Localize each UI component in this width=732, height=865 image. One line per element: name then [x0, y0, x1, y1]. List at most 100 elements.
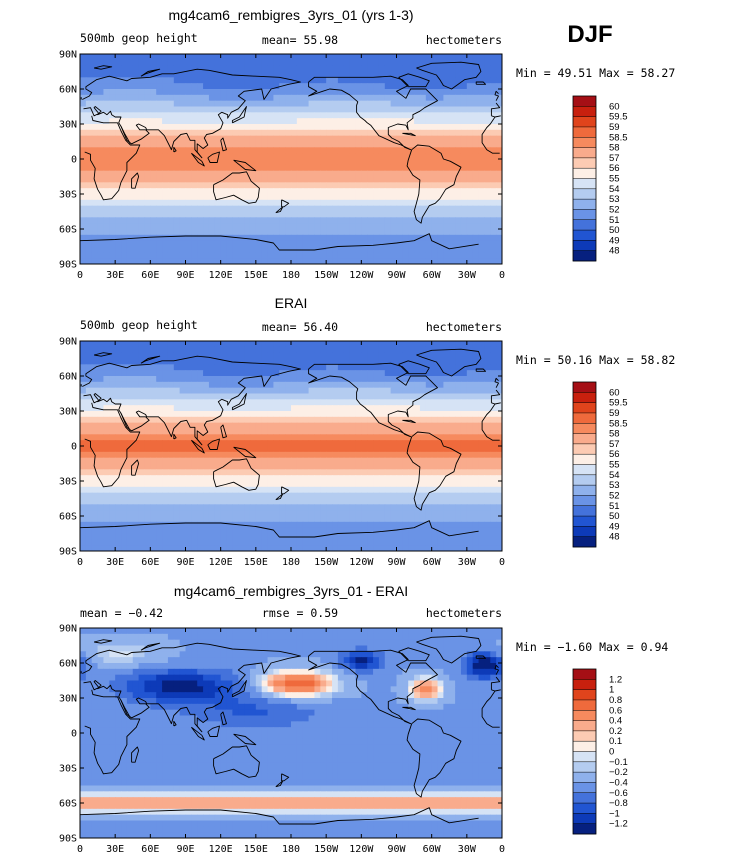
field-cell [85, 135, 93, 143]
field-cell [326, 106, 333, 113]
field-cell [238, 159, 245, 166]
field-cell [203, 246, 210, 253]
field-cell [285, 211, 292, 218]
field-cell [419, 451, 427, 459]
field-cell [203, 481, 210, 488]
field-cell [302, 457, 310, 465]
field-cell [232, 182, 239, 189]
field-cell [126, 422, 134, 430]
field-cell [121, 370, 128, 377]
field-cell [121, 240, 128, 248]
field-cell [220, 54, 228, 61]
field-cell [238, 469, 245, 476]
field-cell [85, 341, 93, 348]
field-cell [179, 141, 187, 148]
field-cell [431, 451, 439, 459]
field-cell [91, 252, 99, 259]
field-cell [244, 112, 251, 119]
field-cell [156, 346, 163, 354]
field-cell [285, 124, 292, 131]
field-cell [126, 71, 134, 78]
field-cell [97, 94, 105, 102]
field-cell [367, 94, 374, 102]
field-cell [437, 405, 444, 412]
field-cell [232, 124, 239, 131]
field-cell [85, 457, 93, 465]
field-cell [109, 341, 116, 348]
field-cell [308, 83, 316, 90]
field-cell [320, 469, 327, 476]
field-cell [185, 217, 192, 224]
field-cell [279, 59, 286, 67]
field-cell [144, 205, 151, 213]
field-cell [97, 463, 105, 470]
field-cell [109, 411, 116, 418]
field-cell [150, 405, 157, 412]
field-cell [226, 346, 233, 354]
field-cell [343, 252, 351, 259]
field-cell [402, 89, 409, 96]
field-cell [490, 205, 497, 213]
field-cell [285, 510, 292, 517]
field-cell [314, 188, 321, 195]
field-cell [273, 451, 280, 459]
field-cell [109, 205, 116, 213]
field-cell [203, 112, 210, 119]
field-cell [460, 446, 468, 453]
panel-left-label: 500mb geop height [80, 31, 198, 45]
field-cell [291, 428, 298, 435]
field-cell [255, 451, 263, 459]
field-cell [320, 481, 327, 488]
field-cell [103, 83, 110, 90]
field-cell [103, 112, 110, 119]
field-cell [173, 504, 181, 511]
field-cell [109, 118, 116, 125]
panel-mean-label: mean= 56.40 [262, 320, 338, 334]
field-cell [91, 94, 99, 102]
field-cell [80, 457, 87, 465]
field-cell [249, 434, 257, 441]
field-cell [402, 153, 409, 160]
field-cell [144, 469, 151, 476]
field-cell [490, 451, 497, 459]
field-cell [261, 170, 269, 178]
field-cell [285, 457, 292, 465]
field-cell [296, 346, 304, 354]
field-cell [320, 65, 327, 73]
field-cell [197, 434, 204, 441]
field-cell [208, 188, 216, 195]
field-cell [167, 94, 175, 102]
field-cell [431, 370, 439, 377]
field-cell [384, 346, 392, 354]
field-cell [425, 393, 433, 400]
field-cell [208, 65, 216, 73]
field-cell [226, 194, 233, 201]
field-cell [232, 498, 239, 505]
field-cell [314, 240, 321, 248]
field-cell [484, 129, 491, 137]
field-cell [197, 341, 204, 348]
field-cell [167, 352, 175, 360]
field-cell [132, 405, 140, 412]
field-cell [419, 510, 427, 517]
field-cell [156, 381, 163, 389]
field-cell [460, 112, 468, 119]
field-cell [496, 217, 502, 224]
field-cell [126, 451, 134, 459]
field-cell [425, 141, 433, 148]
field-cell [361, 182, 368, 189]
field-cell [232, 341, 239, 348]
field-cell [314, 77, 321, 84]
field-cell [308, 434, 316, 441]
field-cell [390, 54, 398, 61]
field-cell [185, 141, 192, 148]
field-cell [367, 176, 374, 183]
field-cell [466, 428, 474, 435]
field-cell [80, 352, 87, 360]
field-cell [390, 94, 398, 102]
field-cell [414, 118, 421, 125]
y-tick-label: 30S [59, 190, 77, 201]
field-cell [414, 258, 421, 264]
field-cell [267, 463, 275, 470]
field-cell [466, 370, 474, 377]
